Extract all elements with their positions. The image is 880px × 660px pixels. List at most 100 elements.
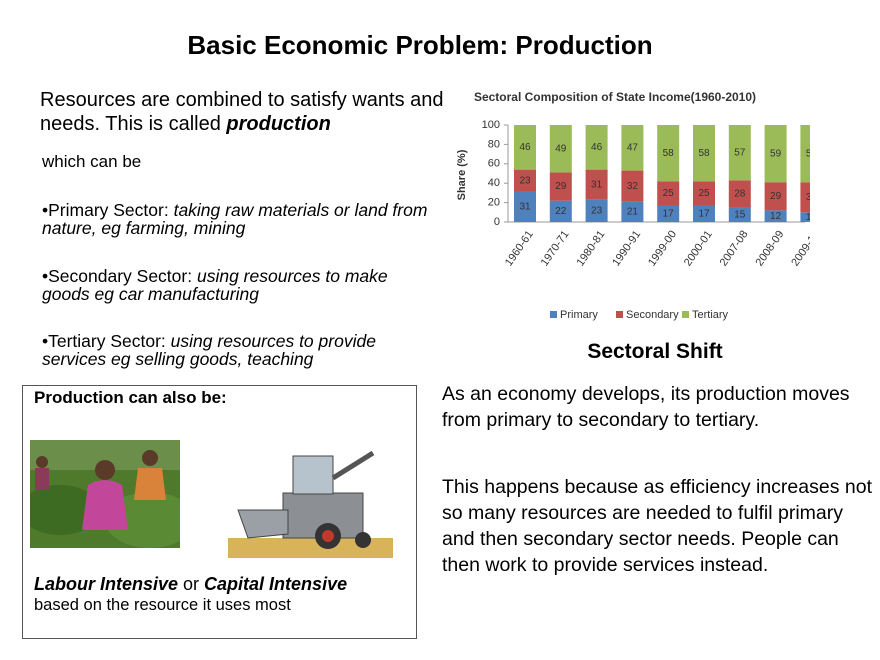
- intro: Resources are combined to satisfy wants …: [40, 88, 455, 136]
- x-tick-label: 2007-08: [718, 229, 751, 269]
- y-tick-label: 80: [488, 138, 500, 150]
- sector: •Primary Sector: taking raw materials or…: [42, 201, 432, 237]
- y-tick-label: 60: [488, 158, 500, 170]
- box-heading: Production can also be:: [34, 388, 227, 407]
- legend-entry: Tertiary: [692, 309, 729, 321]
- sector-description: using resources to make goods eg car man…: [42, 266, 388, 304]
- bar-segment: [621, 125, 644, 171]
- intro-continued: which can be: [42, 152, 142, 171]
- tea-picking-photo: [30, 440, 180, 548]
- legend-entry: Primary: [560, 309, 598, 321]
- bar-segment: [764, 182, 787, 211]
- bar-segment: [764, 210, 787, 222]
- data-label: 17: [698, 208, 710, 219]
- bar-segment: [657, 205, 680, 222]
- data-label: 46: [591, 142, 603, 153]
- data-label: 29: [555, 181, 567, 192]
- data-label: 10: [806, 212, 810, 223]
- bar-segment: [693, 125, 715, 182]
- data-label: 58: [698, 148, 710, 159]
- data-label: 29: [770, 191, 782, 202]
- sector-description: using resources to provide services eg s…: [42, 331, 376, 369]
- data-label: 22: [555, 206, 567, 217]
- data-label: 31: [806, 192, 810, 203]
- box-note: based on the resource it uses most: [34, 596, 291, 614]
- chart-title: Sectoral Composition of State Income(196…: [474, 90, 756, 104]
- bar-segment: [693, 181, 715, 206]
- x-tick-label: 1980-81: [574, 229, 607, 269]
- data-label: 21: [627, 206, 639, 217]
- option: Labour Intensive: [34, 574, 179, 594]
- bar-segment: [800, 212, 810, 222]
- legend-swatch: [550, 311, 557, 318]
- y-axis-label: Share (%): [456, 149, 468, 200]
- x-tick-label: 2000-01: [682, 229, 715, 269]
- bar-segment: [693, 205, 715, 222]
- connector: or: [178, 574, 205, 594]
- sector-label: •Primary Sector:: [42, 200, 174, 220]
- harvester-image: [228, 450, 393, 558]
- chart: Sectoral Composition of State Income(196…: [456, 90, 810, 321]
- data-label: 15: [734, 209, 746, 220]
- x-tick-label: 1990-91: [610, 229, 643, 269]
- sector-description: taking raw materials or land from nature…: [42, 200, 428, 238]
- y-tick-label: 20: [488, 197, 500, 209]
- sector-label: •Secondary Sector:: [42, 266, 197, 286]
- bar-segment: [585, 199, 608, 222]
- bar-segment: [764, 125, 787, 183]
- data-label: 32: [627, 181, 639, 192]
- section-heading: Sectoral Shift: [587, 340, 723, 363]
- legend-swatch: [616, 311, 623, 318]
- paragraph: This happens because as efficiency incre…: [442, 476, 872, 576]
- paragraph: As an economy develops, its production m…: [442, 383, 850, 431]
- sector-label: •Tertiary Sector:: [42, 331, 171, 351]
- bar-segment: [549, 200, 572, 222]
- bar-segment: [800, 182, 810, 213]
- y-tick-label: 0: [494, 216, 500, 228]
- sector: •Secondary Sector: using resources to ma…: [42, 267, 432, 303]
- data-label: 31: [519, 202, 531, 213]
- y-tick-label: 100: [482, 119, 500, 131]
- intro-text: Resources are combined to satisfy wants …: [40, 89, 444, 135]
- bar-segment: [621, 170, 644, 202]
- data-label: 58: [663, 148, 675, 159]
- data-label: 47: [627, 142, 639, 153]
- bar-segment: [514, 125, 536, 170]
- option: Capital Intensive: [204, 574, 348, 594]
- data-label: 17: [663, 208, 675, 219]
- bar-segment: [514, 169, 536, 192]
- data-label: 46: [519, 142, 531, 153]
- sector: •Tertiary Sector: using resources to pro…: [42, 332, 432, 368]
- data-label: 59: [770, 148, 782, 159]
- box-footer: Labour Intensive or Capital Intensive bas…: [34, 574, 347, 615]
- bar-segment: [728, 180, 751, 208]
- x-tick-label: 2008-09: [753, 229, 786, 269]
- bar-segment: [800, 125, 810, 183]
- intro-emphasis: production: [226, 113, 331, 135]
- data-label: 57: [734, 147, 746, 158]
- x-tick-label: 1960-61: [503, 229, 536, 269]
- x-tick-label: 1970-71: [539, 229, 572, 269]
- data-label: 28: [734, 189, 746, 200]
- bar-segment: [549, 125, 572, 173]
- bar-segment: [657, 181, 680, 206]
- data-label: 25: [698, 188, 710, 199]
- bar-segment: [728, 125, 751, 181]
- data-label: 23: [591, 205, 603, 216]
- bar-segment: [549, 172, 572, 201]
- bar-segment: [657, 125, 680, 182]
- box: [22, 385, 417, 639]
- bar-segment: [585, 169, 608, 200]
- data-label: 12: [770, 211, 782, 222]
- data-label: 49: [555, 143, 567, 154]
- bar-segment: [514, 191, 536, 222]
- x-tick-label: 1999-00: [646, 229, 679, 269]
- bar-segment: [728, 207, 751, 222]
- legend-entry: Secondary: [626, 309, 679, 321]
- bar-segment: [621, 201, 644, 222]
- data-label: 25: [663, 188, 675, 199]
- legend-swatch: [682, 311, 689, 318]
- data-label: 31: [591, 179, 603, 190]
- data-label: 23: [519, 175, 531, 186]
